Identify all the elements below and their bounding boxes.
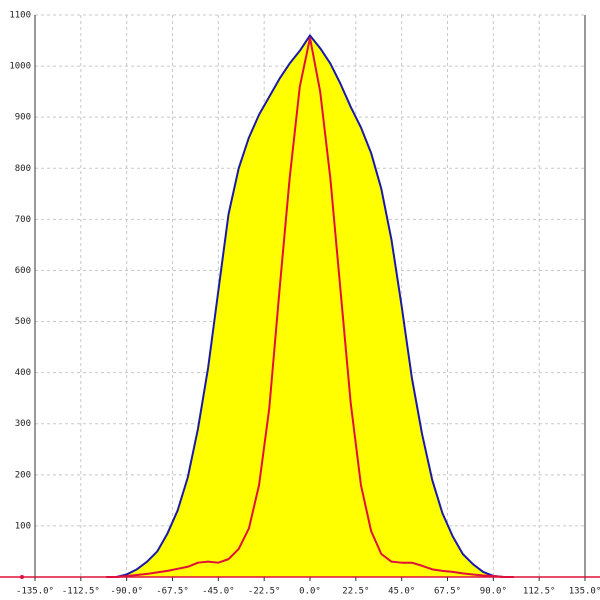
x-tick-label: 90.0° [480,587,507,597]
x-tick-label: 67.5° [434,587,461,597]
x-tick-label: -67.5° [156,587,189,597]
y-tick-label: 600 [15,266,31,276]
plot [106,34,514,578]
x-tick-label: 135.0° [569,587,600,597]
y-tick-label: 800 [15,164,31,174]
series-line [106,34,514,578]
y-tick-label: 900 [15,113,31,123]
x-tick-label: -112.5° [62,587,100,597]
area-fill [106,35,514,577]
y-tick-label: 100 [15,521,31,531]
y-tick-label: 1100 [9,11,31,21]
x-tick-label: 0.0° [299,587,321,597]
y-tick-label: 400 [15,368,31,378]
x-tick-label: -90.0° [110,587,143,597]
x-tick-label: 112.5° [523,587,556,597]
x-tick-label: -135.0° [16,587,54,597]
x-tick-label: -22.5° [248,587,281,597]
y-tick-label: 500 [15,317,31,327]
origin-dot [20,575,24,579]
y-tick-label: 700 [15,215,31,225]
y-tick-label: 200 [15,470,31,480]
x-tick-label: 45.0° [388,587,415,597]
series-line [106,36,514,578]
x-tick-label: -45.0° [202,587,235,597]
x-tick-label: 22.5° [342,587,369,597]
y-tick-label: 1000 [9,62,31,72]
y-tick-label: 300 [15,419,31,429]
